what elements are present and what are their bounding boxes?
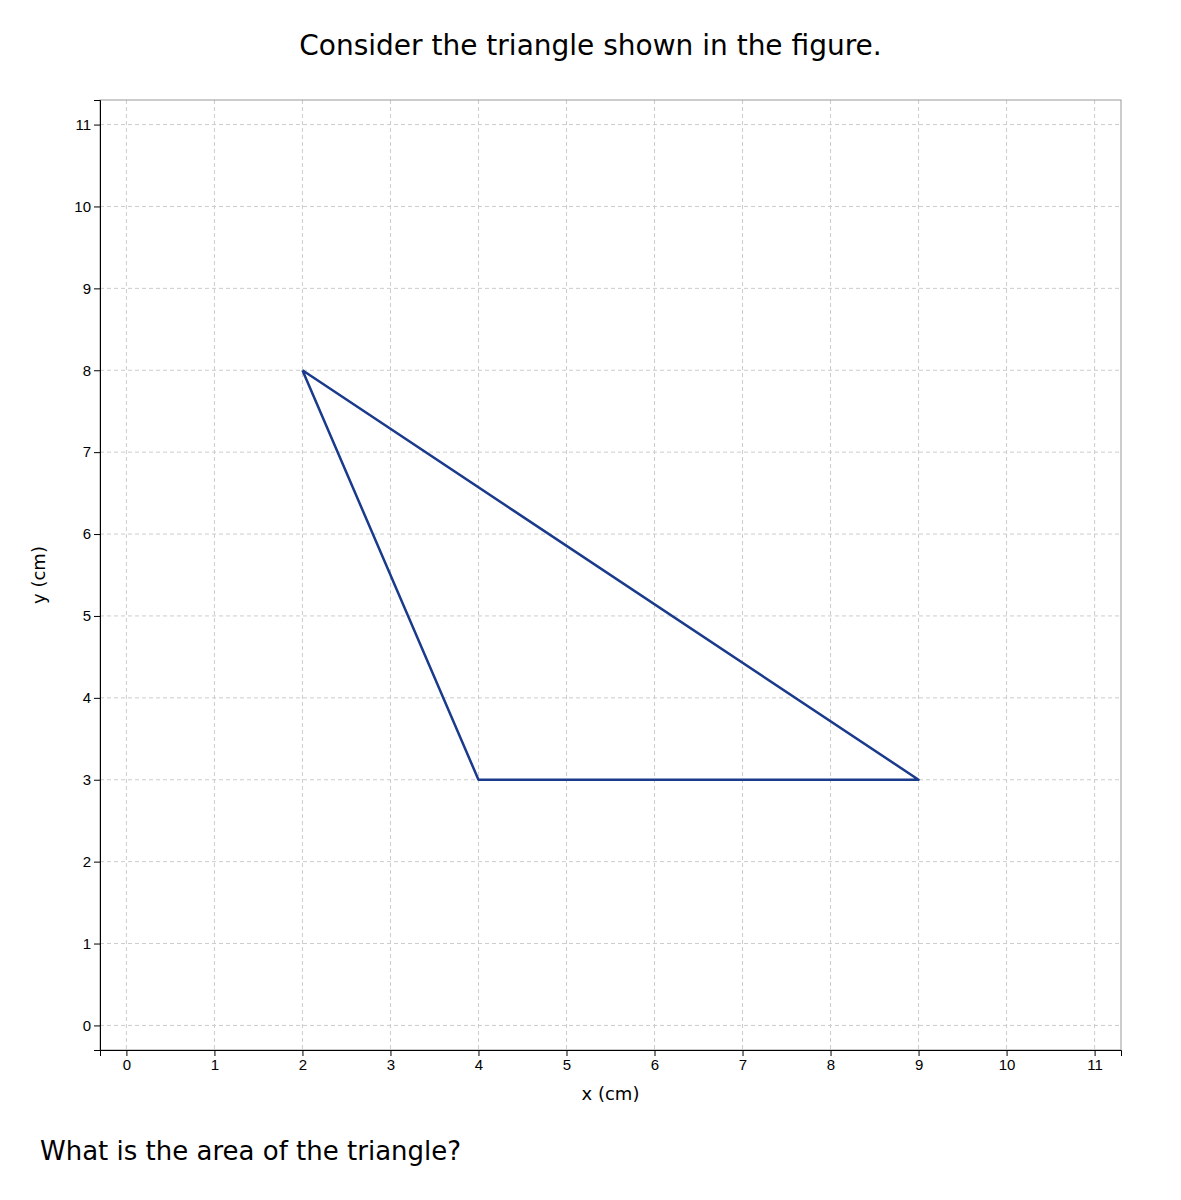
y-axis-tick-label: 5: [83, 607, 91, 624]
y-axis-tick-label: 10: [74, 198, 91, 215]
chart: 0 1 2 3 4 5 6 7 8 9 10 11 0 1 2 3 4 5 6 7 8 9 10 11 x (cm) y (cm)…: [0, 0, 1181, 1200]
plot-frame: [100, 100, 1121, 1050]
plot: 0 1 2 3 4 5 6 7 8 9 10 11 0 1 2 3 4 5 6 7 8 9 10 11: [74, 100, 1121, 1073]
x-axis-tick: 7: [739, 1050, 747, 1073]
y-axis-tick-mark: [94, 944, 100, 945]
x-axis-tick-label: 4: [475, 1056, 483, 1073]
y-axis-tick: 6: [83, 525, 100, 542]
y-axis-tick-label: 11: [75, 116, 91, 133]
x-axis-title: x (cm): [582, 1083, 640, 1104]
y-axis-tick: 0: [83, 1017, 100, 1034]
y-axis-title: y (cm): [28, 546, 49, 604]
x-axis-tick: 1: [211, 1050, 219, 1073]
y-grid-line: [100, 943, 1121, 944]
y-grid-line: [100, 861, 1121, 862]
x-grid-line: [302, 100, 303, 1050]
annotation: What is the area of the triangle?: [40, 1136, 461, 1166]
x-axis-tick: 2: [299, 1050, 307, 1073]
x-grid-line: [478, 100, 479, 1050]
y-axis-tick-label: 2: [83, 853, 91, 870]
x-axis-tick-label: 9: [915, 1056, 923, 1073]
y-axis-tick-label: 4: [83, 689, 91, 706]
x-axis-tick: 3: [387, 1050, 395, 1073]
y-axis-tick-mark: [94, 534, 100, 535]
x-grid-line: [214, 100, 215, 1050]
y-grid-line: [100, 452, 1121, 453]
x-grid-line: [654, 100, 655, 1050]
x-axis-tick-label: 5: [563, 1056, 571, 1073]
y-grid-line: [100, 370, 1121, 371]
y-grid-line: [100, 615, 1121, 616]
x-axis-tick-label: 11: [1087, 1056, 1103, 1073]
y-axis-tick-label: 7: [83, 443, 91, 460]
y-axis-line: [94, 101, 101, 1051]
grid: [100, 100, 1121, 1050]
x-axis-tick: 4: [475, 1050, 483, 1073]
y-axis-tick: 9: [83, 280, 100, 297]
y-grid-line: [100, 206, 1121, 207]
x-axis-tick-label: 0: [123, 1056, 131, 1073]
y-axis-tick-label: 8: [83, 362, 91, 379]
x-axis-line: [101, 1051, 1122, 1057]
y-axis: 0 1 2 3 4 5 6 7 8 9 10 11: [74, 101, 100, 1051]
y-axis-tick: 7: [83, 443, 100, 460]
x-axis-tick-label: 2: [299, 1056, 307, 1073]
x-axis-tick: 6: [651, 1050, 659, 1073]
x-axis-tick-label: 7: [739, 1056, 747, 1073]
y-axis-tick-label: 1: [83, 935, 91, 952]
y-axis-tick-mark: [94, 1025, 100, 1026]
x-grid-line: [742, 100, 743, 1050]
y-grid-line: [100, 1025, 1121, 1026]
y-grid-line: [100, 288, 1121, 289]
x-grid-line: [566, 100, 567, 1050]
y-axis-tick-mark: [94, 616, 100, 617]
x-axis-tick-label: 10: [999, 1056, 1016, 1073]
x-grid-line: [918, 100, 919, 1050]
x-grid-line: [1006, 100, 1007, 1050]
triangle-line: [302, 370, 918, 779]
y-axis-tick: 3: [83, 771, 100, 788]
x-grid-line: [126, 100, 127, 1050]
x-axis-tick-label: 8: [827, 1056, 835, 1073]
y-axis-tick-label: 3: [83, 771, 91, 788]
y-axis-tick-mark: [94, 862, 100, 863]
y-axis-tick: 8: [83, 362, 100, 379]
y-axis-tick-mark: [94, 780, 100, 781]
y-axis-tick: 2: [83, 853, 100, 870]
y-axis-tick-label: 0: [83, 1017, 91, 1034]
y-axis-tick: 1: [83, 935, 100, 952]
x-axis-tick-label: 3: [387, 1056, 395, 1073]
y-grid-line: [100, 534, 1121, 535]
y-axis-tick: 4: [83, 689, 100, 706]
y-axis-tick-mark: [94, 698, 100, 699]
y-axis-tick-mark: [94, 452, 100, 453]
x-axis-tick: 8: [827, 1050, 835, 1073]
x-axis-tick-label: 1: [211, 1056, 219, 1073]
y-axis-tick-label: 6: [83, 525, 91, 542]
y-axis-tick-mark: [94, 288, 100, 289]
x-axis-tick: 9: [915, 1050, 923, 1073]
y-axis-tick-mark: [94, 206, 100, 207]
x-grid-line: [1094, 100, 1095, 1050]
y-axis-tick: 11: [75, 116, 100, 133]
x-axis-tick: 0: [123, 1050, 131, 1073]
x-axis: 0 1 2 3 4 5 6 7 8 9 10 11: [101, 1050, 1122, 1073]
marks: [302, 370, 918, 779]
x-axis-tick-label: 6: [651, 1056, 659, 1073]
y-axis-tick: 5: [83, 607, 100, 624]
y-axis-tick-mark: [94, 370, 100, 371]
y-grid-line: [100, 124, 1121, 125]
x-grid-line: [830, 100, 831, 1050]
x-axis-tick: 5: [563, 1050, 571, 1073]
y-axis-tick-label: 9: [83, 280, 91, 297]
y-grid-line: [100, 697, 1121, 698]
y-axis-tick: 10: [74, 198, 100, 215]
y-axis-tick-mark: [94, 125, 100, 126]
x-axis-tick: 10: [999, 1050, 1016, 1073]
title: Consider the triangle shown in the figur…: [299, 29, 881, 62]
x-axis-tick: 11: [1087, 1050, 1103, 1073]
